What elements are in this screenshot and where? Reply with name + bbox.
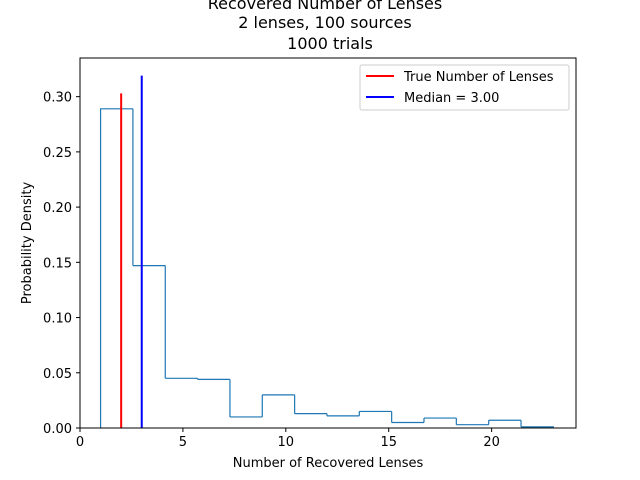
x-tick-label: 0	[76, 435, 84, 450]
plot-area	[99, 75, 554, 428]
plot-frame	[79, 57, 577, 429]
x-tick-label: 10	[278, 435, 295, 450]
y-tick-label: 0.20	[43, 201, 72, 216]
x-tick-label: 5	[179, 435, 187, 450]
x-tick-label: 20	[483, 435, 500, 450]
y-axis-label: Probability Density	[20, 182, 35, 305]
title-line-3: 1000 trials	[287, 34, 373, 53]
histogram-bar	[99, 108, 133, 428]
y-tick-label: 0.15	[43, 256, 72, 271]
legend: True Number of Lenses Median = 3.00	[359, 64, 570, 111]
chart-title: Recovered Number of Lenses 2 lenses, 100…	[208, 0, 442, 53]
y-tick-label: 0.05	[43, 367, 72, 382]
legend-label-true-lenses: True Number of Lenses	[403, 70, 554, 85]
axis-ticks: 0 5 10 15 20 0.00 0.05 0.10 0.15 0.20 0.25 0.30	[43, 91, 500, 450]
x-tick-label: 15	[380, 435, 397, 450]
legend-box	[359, 64, 570, 111]
title-line-1: Recovered Number of Lenses	[208, 0, 442, 13]
y-tick-label: 0.10	[43, 312, 72, 327]
y-tick-label: 0.00	[43, 422, 72, 437]
legend-label-median: Median = 3.00	[404, 91, 499, 106]
y-tick-label: 0.25	[43, 146, 72, 161]
x-axis-label: Number of Recovered Lenses	[233, 456, 424, 471]
title-line-2: 2 lenses, 100 sources	[238, 13, 411, 32]
y-tick-label: 0.30	[43, 91, 72, 106]
